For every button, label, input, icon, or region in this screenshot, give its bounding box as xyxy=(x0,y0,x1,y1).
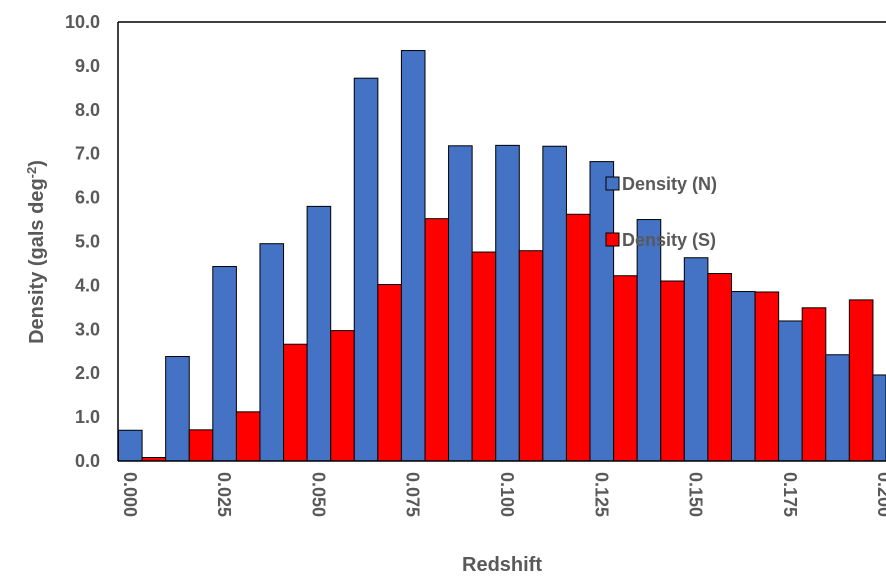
bar-north-8 xyxy=(495,144,520,462)
bar-south-4 xyxy=(330,330,355,462)
legend-label-north: Density (N) xyxy=(622,174,717,194)
y-tick-label-1: 1.0 xyxy=(75,407,100,427)
y-tick-label-9: 9.0 xyxy=(75,56,100,76)
y-tick-label-6: 6.0 xyxy=(75,188,100,208)
bar-north-12 xyxy=(683,257,709,462)
x-tick-labels: 0.000 0.025 0.050 0.075 0.100 0.125 0.150 0.175… xyxy=(120,472,886,517)
bar-north-7 xyxy=(448,145,473,462)
bar-south-2 xyxy=(235,411,261,462)
bar-north-5 xyxy=(353,77,379,462)
bar-north-14 xyxy=(778,320,803,462)
bar-north-3 xyxy=(259,243,285,462)
bar-south-5 xyxy=(377,284,402,462)
y-tick-label-5: 5.0 xyxy=(75,232,100,252)
x-tick-label-2: 0.050 xyxy=(308,472,328,517)
x-tick-label-8: 0.200 xyxy=(874,472,886,517)
bar-north-6 xyxy=(400,50,426,462)
y-axis-title-main: Density (gals deg xyxy=(26,178,48,344)
y-tick-label-8: 8.0 xyxy=(75,100,100,120)
x-tick-label-5: 0.125 xyxy=(591,472,611,517)
x-tick-label-4: 0.100 xyxy=(497,472,517,517)
bar-south-8 xyxy=(518,250,544,462)
bar-north-13 xyxy=(730,291,756,462)
bar-south-6 xyxy=(424,218,450,462)
y-tick-label-2: 2.0 xyxy=(75,363,100,383)
bar-south-9 xyxy=(565,213,591,462)
bar-south-15 xyxy=(848,299,874,462)
y-tick-labels: 0.0 1.0 2.0 3.0 4.0 5.0 6.0 7.0 8.0 9.0 10.0 xyxy=(65,12,100,471)
x-tick-label-3: 0.075 xyxy=(403,472,423,517)
bar-south-7 xyxy=(471,251,497,462)
legend-swatch-north xyxy=(605,176,620,191)
x-tick-label-6: 0.150 xyxy=(686,472,706,517)
bar-north-16 xyxy=(872,374,886,462)
bar-north-4 xyxy=(306,205,332,462)
bar-south-1 xyxy=(188,429,214,462)
bar-north-15 xyxy=(825,354,850,462)
legend: Density (N) Density (S) xyxy=(605,174,717,250)
bars-group xyxy=(118,50,886,462)
y-tick-label-4: 4.0 xyxy=(75,275,100,295)
x-tick-label-7: 0.175 xyxy=(780,472,800,517)
bar-north-0 xyxy=(118,429,143,462)
bar-south-3 xyxy=(283,343,308,462)
x-tick-label-0: 0.000 xyxy=(120,472,140,517)
bar-south-11 xyxy=(660,280,685,462)
y-axis-title-close: ) xyxy=(26,160,48,167)
x-axis-title: Redshift xyxy=(462,554,542,576)
bar-south-14 xyxy=(801,307,827,462)
x-tick-label-1: 0.025 xyxy=(214,472,234,517)
y-axis-title: Density (gals deg-2) xyxy=(24,160,49,344)
bar-north-9 xyxy=(542,145,567,462)
y-axis-title-superscript: -2 xyxy=(24,167,39,179)
legend-swatch-south xyxy=(605,232,620,247)
bar-south-12 xyxy=(707,273,733,462)
y-tick-label-0: 0.0 xyxy=(75,451,100,471)
bar-south-13 xyxy=(754,291,780,462)
y-tick-label-10: 10.0 xyxy=(65,12,100,32)
legend-label-south: Density (S) xyxy=(622,230,716,250)
bar-north-2 xyxy=(212,266,237,462)
bar-north-11 xyxy=(636,219,662,462)
bar-north-10 xyxy=(589,161,615,462)
y-tick-label-3: 3.0 xyxy=(75,319,100,339)
bar-north-1 xyxy=(165,356,190,462)
y-tick-label-7: 7.0 xyxy=(75,144,100,164)
bar-south-10 xyxy=(613,275,638,462)
